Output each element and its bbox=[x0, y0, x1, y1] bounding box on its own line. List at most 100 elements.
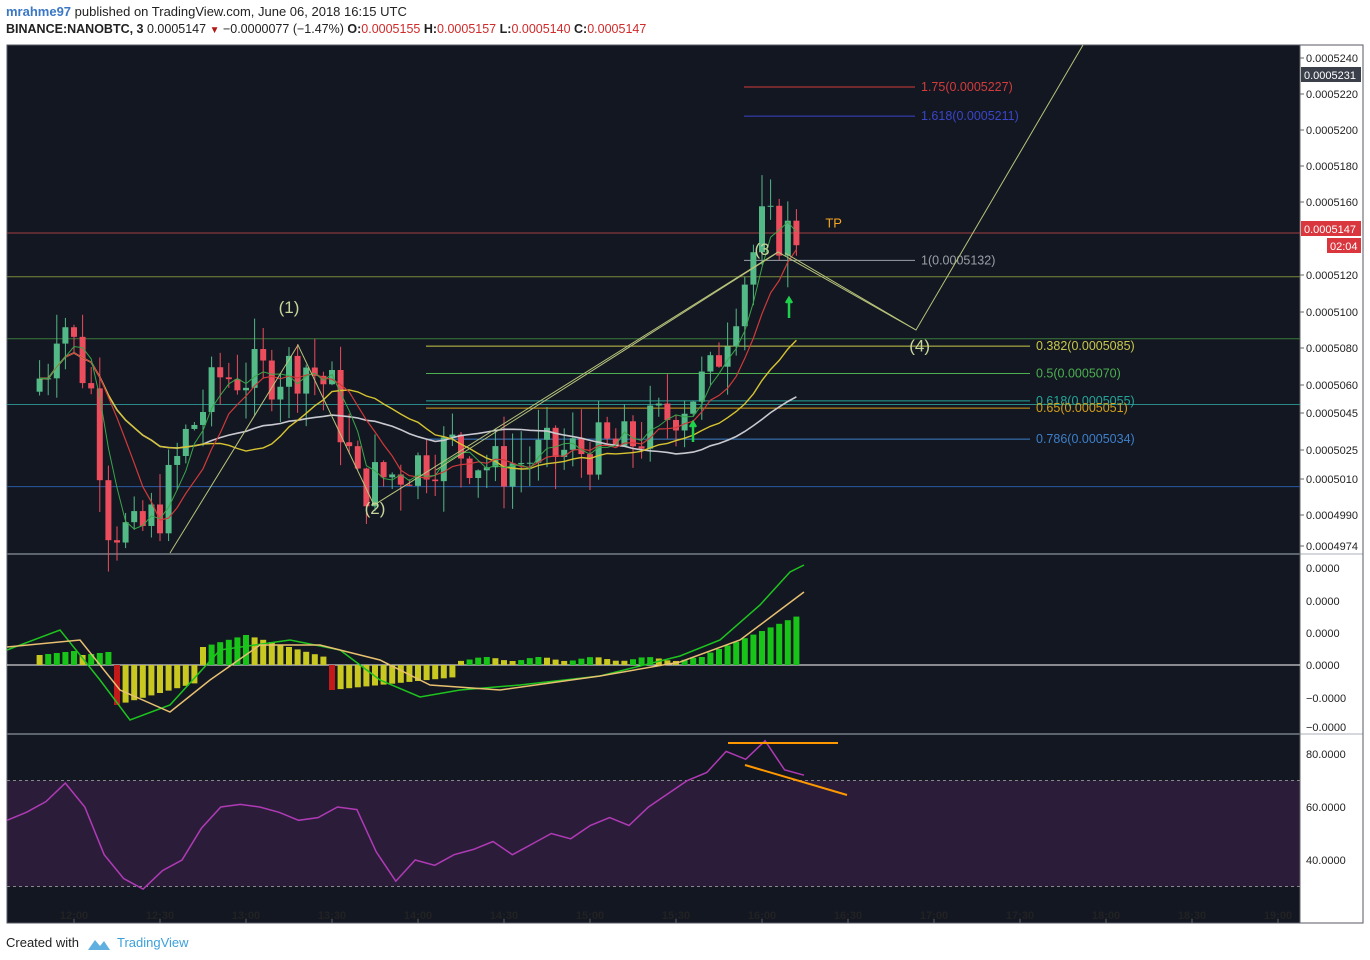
candle-61 bbox=[561, 449, 568, 458]
candle-86 bbox=[776, 205, 783, 256]
macd-bar-13 bbox=[148, 665, 155, 696]
price-tag-1: 0.0005147 bbox=[1304, 224, 1356, 236]
candle-41 bbox=[389, 474, 396, 478]
candle-72 bbox=[655, 403, 662, 406]
macd-bar-0 bbox=[36, 655, 43, 665]
candle-31 bbox=[303, 367, 310, 394]
time-tick-label-1: 12:30 bbox=[146, 910, 174, 922]
buy-arrow-icon-1 bbox=[784, 295, 794, 318]
macd-bar-33 bbox=[320, 656, 327, 665]
macd-bar-22 bbox=[225, 639, 232, 665]
candle-70 bbox=[638, 446, 645, 449]
macd-bar-83 bbox=[750, 634, 757, 665]
candle-85 bbox=[767, 205, 774, 207]
candle-26 bbox=[260, 349, 267, 361]
macd-bar-17 bbox=[182, 665, 189, 686]
candle-58 bbox=[535, 439, 542, 463]
candle-9 bbox=[114, 540, 120, 543]
price-tick-label-11: 0.0005010 bbox=[1306, 474, 1358, 486]
macd-bar-63 bbox=[578, 658, 585, 665]
high-value: 0.0005157 bbox=[437, 22, 497, 36]
macd-bar-46 bbox=[432, 665, 439, 680]
macd-bar-8 bbox=[105, 652, 112, 665]
candle-30 bbox=[294, 355, 301, 394]
time-tick-label-11: 17:30 bbox=[1006, 910, 1034, 922]
macd-bar-56 bbox=[518, 660, 525, 665]
macd-bar-29 bbox=[286, 647, 292, 665]
fib-label-0.618: 0.618(0.0005055) bbox=[1036, 394, 1135, 408]
wave-label-0: (1) bbox=[279, 298, 300, 317]
candle-40 bbox=[380, 462, 387, 478]
rsi-tick-label-0: 80.0000 bbox=[1306, 749, 1346, 761]
candle-20 bbox=[208, 367, 215, 413]
candle-78 bbox=[707, 355, 714, 372]
ma-mid-line bbox=[39, 339, 797, 470]
time-tick-label-13: 18:30 bbox=[1178, 910, 1206, 922]
time-tick-label-12: 18:00 bbox=[1092, 910, 1120, 922]
candle-32 bbox=[311, 367, 318, 376]
time-tick-label-7: 15:30 bbox=[662, 910, 690, 922]
candle-60 bbox=[552, 427, 559, 458]
macd-bar-82 bbox=[741, 638, 748, 665]
open-value: 0.0005155 bbox=[361, 22, 421, 36]
elliott-wave-path bbox=[169, 44, 1084, 554]
candle-65 bbox=[595, 422, 602, 475]
candle-48 bbox=[449, 434, 456, 438]
price-change: −0.0000077 (−1.47%) bbox=[222, 22, 344, 36]
time-tick-label-9: 16:30 bbox=[834, 910, 862, 922]
macd-bar-35 bbox=[337, 665, 344, 690]
macd-bar-86 bbox=[776, 623, 783, 665]
trend-line bbox=[435, 252, 778, 471]
candle-42 bbox=[397, 474, 404, 485]
price-tick-label-10: 0.0005025 bbox=[1306, 445, 1358, 457]
candle-49 bbox=[458, 434, 464, 459]
open-label: O: bbox=[347, 22, 362, 36]
chart-border bbox=[6, 44, 1364, 924]
macd-bar-64 bbox=[587, 657, 593, 665]
projection-line bbox=[784, 252, 917, 331]
candle-3 bbox=[62, 327, 69, 344]
macd-bar-75 bbox=[681, 659, 688, 665]
macd-bar-28 bbox=[277, 644, 284, 665]
candle-7 bbox=[96, 388, 103, 481]
candle-50 bbox=[466, 458, 473, 479]
macd-bar-54 bbox=[501, 660, 507, 665]
wave-label-4: TP bbox=[825, 215, 842, 230]
candle-46 bbox=[432, 479, 439, 482]
candle-81 bbox=[733, 326, 740, 347]
macd-bar-21 bbox=[217, 642, 224, 665]
macd-bar-26 bbox=[260, 639, 267, 665]
macd-bar-73 bbox=[664, 660, 671, 665]
time-tick-label-0: 12:00 bbox=[60, 910, 88, 922]
close-value: 0.0005147 bbox=[587, 22, 647, 36]
author-name[interactable]: mrahme97 bbox=[6, 4, 72, 19]
created-with-text: Created with bbox=[6, 935, 79, 950]
candle-76 bbox=[690, 401, 697, 414]
candle-27 bbox=[268, 360, 275, 400]
macd-bar-49 bbox=[458, 660, 464, 665]
price-tick-label-0: 0.0005240 bbox=[1306, 53, 1358, 65]
brand-link[interactable]: TradingView bbox=[116, 935, 189, 950]
macd-bar-30 bbox=[294, 649, 301, 665]
candle-77 bbox=[698, 371, 705, 402]
time-tick-label-2: 13:00 bbox=[232, 910, 260, 922]
macd-tick-label-3: 0.0000 bbox=[1306, 660, 1340, 672]
macd-bar-76 bbox=[690, 657, 697, 665]
macd-bar-9 bbox=[114, 665, 120, 705]
macd-bar-51 bbox=[475, 657, 482, 665]
candle-69 bbox=[630, 421, 636, 447]
price-tick-label-2: 0.0005200 bbox=[1306, 125, 1358, 137]
candle-16 bbox=[174, 456, 181, 465]
candle-55 bbox=[509, 463, 516, 487]
candle-29 bbox=[286, 355, 292, 387]
macd-bar-14 bbox=[157, 665, 163, 693]
macd-bar-55 bbox=[509, 660, 516, 665]
candle-8 bbox=[105, 480, 112, 541]
price-tag-bg-1 bbox=[1301, 221, 1361, 236]
fib-label-1.618: 1.618(0.0005211) bbox=[921, 109, 1019, 123]
price-tick-label-1: 0.0005220 bbox=[1306, 89, 1358, 101]
candle-53 bbox=[492, 446, 499, 468]
candle-23 bbox=[234, 379, 241, 391]
candle-11 bbox=[131, 511, 138, 523]
